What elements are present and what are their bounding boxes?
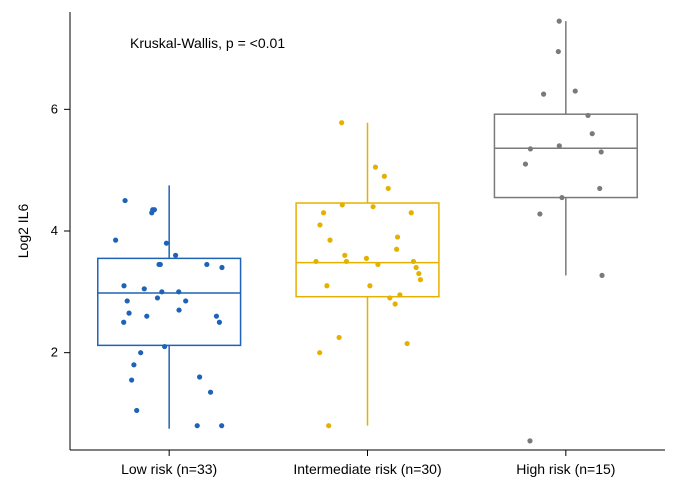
- data-point: [126, 311, 131, 316]
- data-point: [344, 259, 349, 264]
- chart-svg: 2 4 6 Log2 IL6 Kruskal-Wallis, p = <0.01 Low …: [0, 0, 684, 500]
- data-point: [414, 265, 419, 270]
- data-point: [397, 292, 402, 297]
- data-point: [158, 262, 163, 267]
- y-tick-label: 4: [51, 223, 58, 238]
- data-point: [557, 143, 562, 148]
- data-point: [541, 92, 546, 97]
- y-axis-label: Log2 IL6: [15, 204, 31, 259]
- data-point: [327, 238, 332, 243]
- data-point: [121, 283, 126, 288]
- data-point: [219, 265, 224, 270]
- data-point: [599, 149, 604, 154]
- y-tick-label: 6: [51, 101, 58, 116]
- data-point: [326, 423, 331, 428]
- data-point: [149, 210, 154, 215]
- data-point: [121, 320, 126, 325]
- data-point: [122, 198, 127, 203]
- x-category-label: Intermediate risk (n=30): [293, 461, 441, 477]
- data-point: [159, 289, 164, 294]
- data-point: [217, 320, 222, 325]
- data-point: [597, 186, 602, 191]
- stat-annotation: Kruskal-Wallis, p = <0.01: [130, 35, 285, 51]
- data-point: [317, 222, 322, 227]
- data-point: [382, 174, 387, 179]
- data-point: [113, 238, 118, 243]
- data-point: [162, 344, 167, 349]
- data-point: [176, 307, 181, 312]
- data-point: [527, 438, 532, 443]
- data-point: [204, 262, 209, 267]
- data-point: [142, 286, 147, 291]
- data-point: [418, 277, 423, 282]
- data-point: [559, 195, 564, 200]
- data-point: [155, 295, 160, 300]
- data-point: [416, 271, 421, 276]
- data-point: [144, 314, 149, 319]
- data-point: [394, 247, 399, 252]
- data-point: [183, 298, 188, 303]
- data-point: [138, 350, 143, 355]
- data-point: [219, 423, 224, 428]
- data-point: [173, 253, 178, 258]
- data-point: [131, 362, 136, 367]
- data-point: [386, 186, 391, 191]
- data-point: [599, 273, 604, 278]
- data-point: [164, 241, 169, 246]
- data-point: [313, 259, 318, 264]
- data-point: [556, 49, 561, 54]
- data-point: [340, 202, 345, 207]
- data-point: [395, 234, 400, 239]
- data-point: [337, 335, 342, 340]
- data-point: [405, 341, 410, 346]
- data-point: [590, 131, 595, 136]
- data-point: [528, 146, 533, 151]
- data-point: [339, 120, 344, 125]
- data-point: [125, 298, 130, 303]
- data-point: [214, 314, 219, 319]
- data-point: [387, 295, 392, 300]
- x-category-label: High risk (n=15): [516, 461, 615, 477]
- data-point: [411, 259, 416, 264]
- chart-bg: [0, 0, 684, 500]
- data-point: [375, 262, 380, 267]
- data-point: [364, 256, 369, 261]
- il6-boxplot-chart: 2 4 6 Log2 IL6 Kruskal-Wallis, p = <0.01 Low …: [0, 0, 684, 500]
- y-tick-label: 2: [51, 345, 58, 360]
- data-point: [557, 19, 562, 24]
- data-point: [367, 283, 372, 288]
- data-point: [324, 283, 329, 288]
- data-point: [373, 165, 378, 170]
- data-point: [585, 113, 590, 118]
- data-point: [573, 88, 578, 93]
- data-point: [523, 161, 528, 166]
- data-point: [195, 423, 200, 428]
- data-point: [370, 204, 375, 209]
- data-point: [537, 211, 542, 216]
- data-point: [393, 301, 398, 306]
- data-point: [409, 210, 414, 215]
- data-point: [176, 289, 181, 294]
- data-point: [342, 253, 347, 258]
- data-point: [197, 374, 202, 379]
- x-category-label: Low risk (n=33): [121, 461, 217, 477]
- data-point: [208, 390, 213, 395]
- data-point: [134, 408, 139, 413]
- data-point: [129, 377, 134, 382]
- data-point: [321, 210, 326, 215]
- data-point: [317, 350, 322, 355]
